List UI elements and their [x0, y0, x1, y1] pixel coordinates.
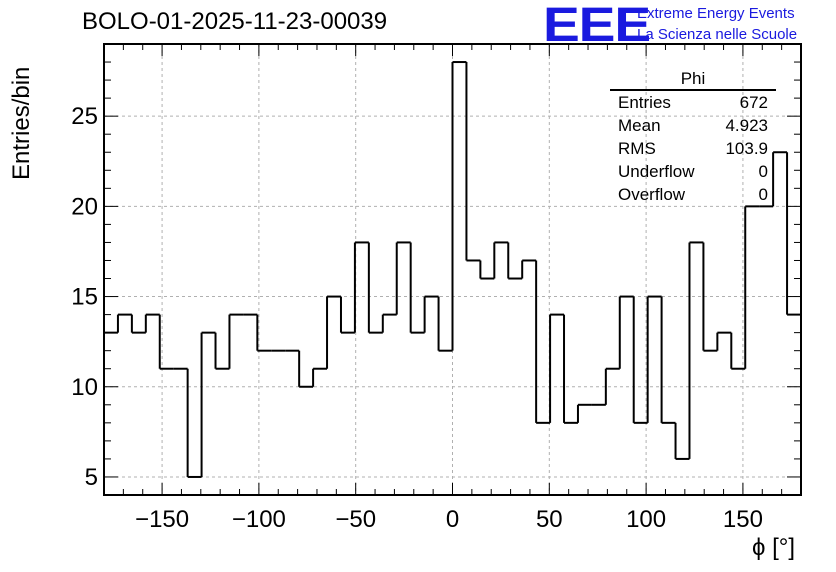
stats-label: RMS [618, 139, 656, 158]
stats-value: 0 [758, 185, 768, 204]
stats-value: 103.9 [725, 139, 768, 158]
stats-value: 4.923 [725, 116, 768, 135]
x-tick-labels: −150 −100 −50 0 50 100 150 [135, 506, 763, 533]
stats-title: Phi [610, 68, 776, 91]
x-tick-label: 50 [536, 506, 563, 533]
x-tick-label: −50 [335, 506, 376, 533]
stats-value: 0 [758, 162, 768, 181]
logo-caption: Extreme Energy Events La Scienza nelle S… [637, 3, 797, 45]
x-tick-label: −100 [232, 506, 286, 533]
histogram-series [104, 61, 801, 478]
axis-ticks [103, 43, 802, 496]
eee-logo: EEE [543, 0, 651, 52]
stats-label: Entries [618, 93, 671, 112]
stats-box: Phi Entries 672 Mean 4.923 RMS 103.9 Und… [610, 68, 776, 206]
stats-label: Underflow [618, 162, 695, 181]
chart-title: BOLO-01-2025-11-23-00039 [82, 8, 388, 35]
stats-row-rms: RMS 103.9 [610, 137, 776, 160]
y-tick-label: 5 [85, 464, 98, 491]
stats-row-entries: Entries 672 [610, 91, 776, 114]
stats-value: 672 [739, 93, 768, 112]
y-tick-label: 25 [71, 103, 98, 130]
y-tick-labels: 5 10 15 20 25 [71, 103, 98, 491]
logo-line-2: La Scienza nelle Scuole [637, 26, 798, 43]
y-tick-label: 15 [71, 284, 98, 311]
stats-row-mean: Mean 4.923 [610, 114, 776, 137]
y-tick-label: 20 [71, 193, 98, 220]
x-tick-label: 100 [626, 506, 666, 533]
y-tick-label: 10 [71, 374, 98, 401]
y-axis-label: Entries/bin [8, 66, 35, 180]
stats-label: Mean [618, 116, 661, 135]
x-tick-label: 0 [446, 506, 459, 533]
stats-label: Overflow [618, 185, 686, 204]
stats-row-overflow: Overflow 0 [610, 183, 776, 206]
x-tick-label: 150 [723, 506, 763, 533]
x-axis-label: ϕ [°] [752, 534, 796, 561]
x-tick-label: −150 [135, 506, 189, 533]
logo-line-1: Extreme Energy Events [637, 5, 795, 22]
stats-row-underflow: Underflow 0 [610, 160, 776, 183]
